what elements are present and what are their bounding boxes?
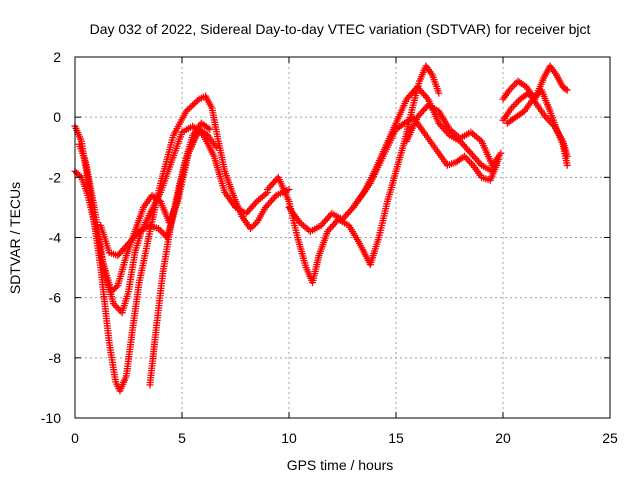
- data-point-marker: [563, 161, 571, 169]
- data-point-marker: [73, 169, 81, 177]
- data-point-marker: [107, 288, 115, 296]
- data-point-marker: [182, 107, 190, 115]
- x-tick-label: 10: [281, 430, 297, 446]
- series-track-i: [403, 101, 505, 169]
- chart-title: Day 032 of 2022, Sidereal Day-to-day VTE…: [90, 21, 591, 37]
- data-point-marker: [112, 283, 120, 291]
- series-track-a: [71, 92, 293, 395]
- y-axis-label: SDTVAR / TECUs: [7, 182, 23, 294]
- series-track-f: [264, 62, 443, 287]
- series-track-l: [503, 86, 571, 169]
- y-tick-label: -10: [41, 410, 61, 426]
- y-tick-label: -6: [49, 290, 62, 306]
- data-point-marker: [192, 98, 200, 106]
- x-tick-label: 25: [602, 430, 618, 446]
- data-point-marker: [497, 149, 505, 157]
- data-point-marker: [184, 106, 192, 114]
- y-tick-label: 2: [53, 49, 61, 65]
- y-tick-label: -4: [49, 230, 62, 246]
- data-point-marker: [193, 128, 201, 136]
- data-point-marker: [246, 224, 254, 232]
- series-track-e: [146, 128, 201, 389]
- data-point-marker: [212, 143, 220, 151]
- data-point-marker: [206, 125, 214, 133]
- data-point-marker: [190, 100, 198, 108]
- data-point-marker: [563, 86, 571, 94]
- x-tick-label: 5: [178, 430, 186, 446]
- y-tick-label: -2: [49, 169, 62, 185]
- data-points: [71, 62, 571, 395]
- data-point-marker: [194, 97, 202, 105]
- y-tick-label: 0: [53, 109, 61, 125]
- data-point-marker: [76, 172, 84, 180]
- x-tick-label: 15: [388, 430, 404, 446]
- x-tick-label: 0: [71, 430, 79, 446]
- data-point-marker: [74, 170, 82, 178]
- data-point-marker: [435, 89, 443, 97]
- axis-ticks: 0 5 10 15 20 25 -10 -8 -6 -4 -2 0 2: [41, 49, 618, 446]
- x-axis-label: GPS time / hours: [287, 457, 394, 473]
- series-track-c: [75, 125, 220, 296]
- data-point-marker: [187, 103, 195, 111]
- data-point-marker: [251, 220, 259, 228]
- data-point-marker: [111, 285, 119, 293]
- data-point-marker: [189, 101, 197, 109]
- x-tick-label: 20: [495, 430, 511, 446]
- data-point-marker: [109, 286, 117, 294]
- data-point-marker: [285, 185, 293, 193]
- data-point-marker: [185, 104, 193, 112]
- series-track-h: [349, 113, 501, 211]
- y-tick-label: -8: [49, 350, 62, 366]
- data-point-marker: [250, 221, 258, 229]
- data-point-marker: [562, 85, 570, 93]
- data-point-marker: [248, 223, 256, 231]
